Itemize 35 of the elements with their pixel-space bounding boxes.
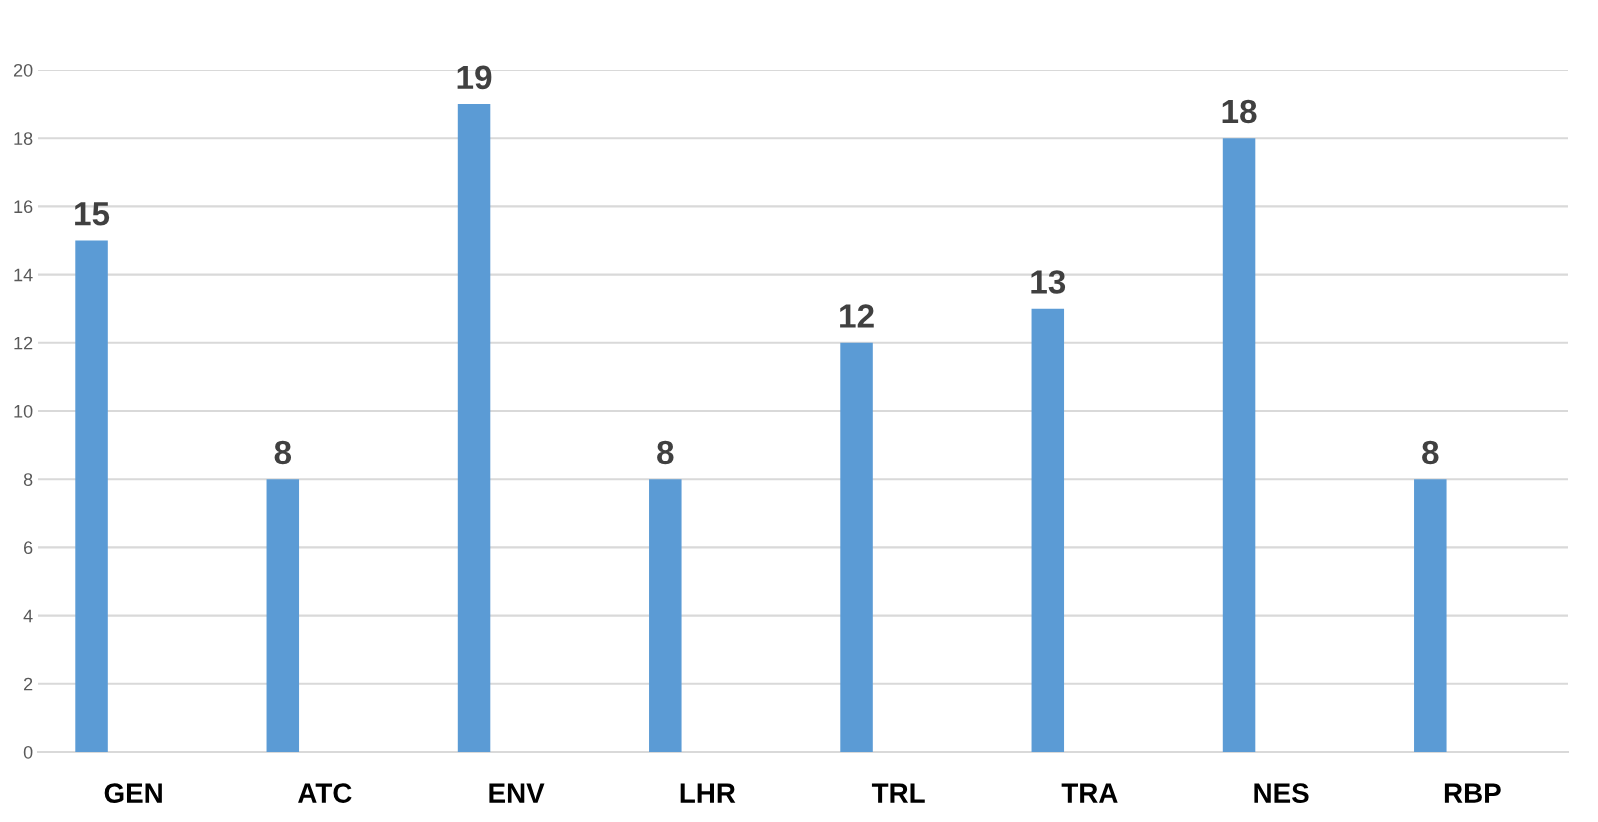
x-tick-label: GEN xyxy=(104,783,162,803)
y-tick-label: 20 xyxy=(13,63,33,77)
y-tick-label: 10 xyxy=(14,404,33,418)
bar xyxy=(75,240,108,752)
bar xyxy=(1414,479,1447,752)
data-label: 8 xyxy=(274,440,292,465)
y-tick-label: 4 xyxy=(23,609,33,623)
x-tick-label: LHR xyxy=(680,783,736,803)
data-label: 8 xyxy=(1422,440,1439,465)
bar xyxy=(840,342,873,752)
x-tick-label: TRL xyxy=(871,783,925,803)
data-label: 19 xyxy=(457,65,492,90)
data-label: 13 xyxy=(1031,270,1066,294)
data-label: 12 xyxy=(840,304,874,328)
x-tick-label: TRA xyxy=(1061,783,1118,803)
y-tick-label: 8 xyxy=(23,473,33,486)
data-label: 15 xyxy=(75,202,110,226)
bar xyxy=(1031,308,1065,752)
y-tick-label: 16 xyxy=(14,200,33,214)
y-tick-label: 18 xyxy=(14,132,33,145)
bar xyxy=(457,104,491,752)
bar xyxy=(649,479,682,752)
y-tick-label: 12 xyxy=(14,336,33,350)
x-tick-label: ENV xyxy=(489,783,545,803)
x-tick-label: RBP xyxy=(1444,783,1501,803)
y-tick-label: 14 xyxy=(14,268,33,282)
bar xyxy=(266,479,300,752)
data-label: 8 xyxy=(657,440,674,465)
y-tick-label: 0 xyxy=(23,745,33,759)
y-tick-label: 2 xyxy=(24,677,33,691)
y-tick-label: 6 xyxy=(24,541,33,555)
bar xyxy=(1222,138,1256,752)
x-tick-label: NES xyxy=(1254,783,1309,803)
data-label: 18 xyxy=(1222,99,1257,124)
x-tick-label: ATC xyxy=(298,783,352,803)
